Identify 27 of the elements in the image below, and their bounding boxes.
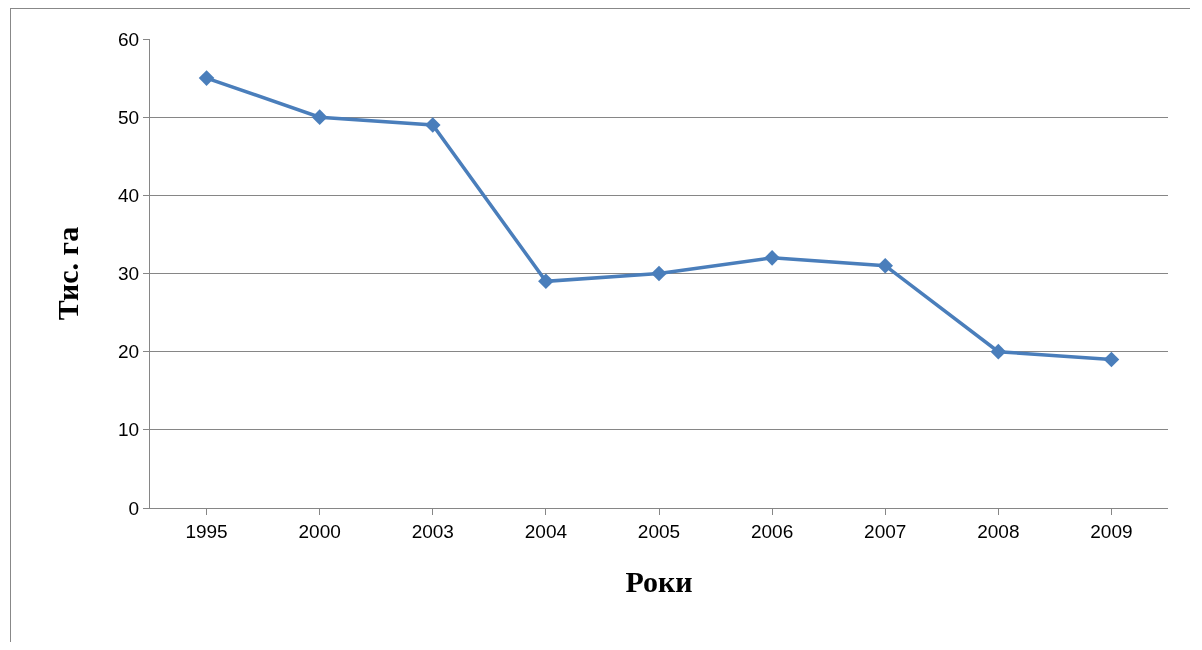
- y-tick-label: 0: [128, 497, 140, 519]
- point: [538, 273, 554, 290]
- x-tick-label: 2003: [411, 520, 454, 542]
- x-axis-title: Роки: [625, 565, 693, 599]
- x-tick-label: 2007: [864, 520, 907, 542]
- x-tick-label: 2005: [637, 520, 681, 542]
- x-tick-label: 1995: [185, 520, 228, 542]
- x-tick-label: 2004: [524, 520, 568, 542]
- point: [311, 109, 328, 125]
- x-tick-label: 2006: [750, 520, 794, 542]
- point: [764, 250, 780, 266]
- y-axis-title: Тис. га: [51, 226, 85, 321]
- y-tick-label: 20: [118, 341, 140, 363]
- y-tick-label: 10: [118, 419, 140, 441]
- y-tick-label: 50: [118, 106, 140, 128]
- x-tick-label: 2000: [298, 520, 341, 542]
- y-tick-label: 40: [118, 184, 140, 206]
- y-tick-label: 60: [118, 28, 140, 50]
- point: [877, 257, 894, 274]
- point: [990, 343, 1007, 360]
- y-tick-label: 30: [118, 263, 140, 285]
- point: [651, 265, 667, 282]
- x-tick-label: 2008: [977, 520, 1020, 542]
- point: [1103, 351, 1120, 368]
- x-tick-label: 2009: [1090, 520, 1133, 542]
- point: [424, 117, 441, 133]
- point: [198, 70, 215, 86]
